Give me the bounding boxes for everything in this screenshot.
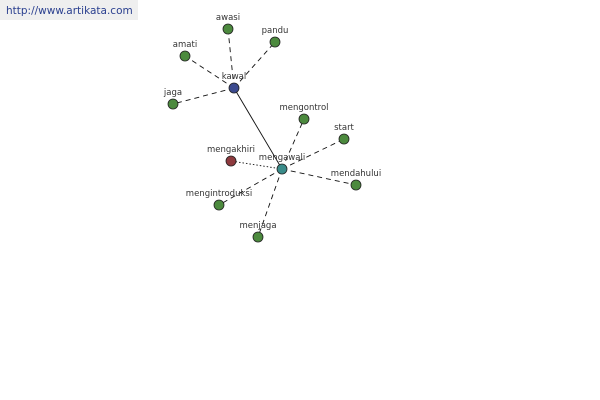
edge-kawal-amati xyxy=(184,55,235,89)
node-label-mengintroduksi: mengintroduksi xyxy=(186,189,252,199)
edge-mengawali-mengakhiri xyxy=(230,160,283,170)
node-mengintroduksi[interactable] xyxy=(213,199,225,211)
node-kawal[interactable] xyxy=(228,82,240,94)
node-label-menjaga: menjaga xyxy=(239,221,276,231)
node-label-start: start xyxy=(334,123,354,133)
edge-kawal-mengawali xyxy=(233,87,283,170)
edge-mengawali-start xyxy=(281,138,345,170)
node-pandu[interactable] xyxy=(269,36,281,48)
node-label-jaga: jaga xyxy=(163,88,182,98)
edge-kawal-pandu xyxy=(233,41,276,89)
node-label-kawal: kawal xyxy=(222,72,247,82)
node-mengawali[interactable] xyxy=(276,163,288,175)
edge-mengawali-menjaga xyxy=(257,168,283,238)
node-start[interactable] xyxy=(338,133,350,145)
edge-kawal-jaga xyxy=(172,87,235,105)
node-mengakhiri[interactable] xyxy=(225,155,237,167)
node-jaga[interactable] xyxy=(167,98,179,110)
node-label-pandu: pandu xyxy=(262,26,289,36)
edge-mengawali-mengintroduksi xyxy=(218,168,283,206)
node-label-mengawali: mengawali xyxy=(259,153,305,163)
node-awasi[interactable] xyxy=(222,23,234,35)
watermark-link[interactable]: http://www.artikata.com xyxy=(0,0,138,20)
edge-kawal-awasi xyxy=(227,28,235,89)
node-label-awasi: awasi xyxy=(216,13,240,23)
node-mengontrol[interactable] xyxy=(298,113,310,125)
node-label-mendahului: mendahului xyxy=(331,169,381,179)
node-label-mengontrol: mengontrol xyxy=(279,103,328,113)
node-menjaga[interactable] xyxy=(252,231,264,243)
node-mendahului[interactable] xyxy=(350,179,362,191)
node-label-mengakhiri: mengakhiri xyxy=(207,145,255,155)
edge-mengawali-mengontrol xyxy=(281,118,305,170)
node-amati[interactable] xyxy=(179,50,191,62)
edge-mengawali-mendahului xyxy=(281,168,357,186)
node-label-amati: amati xyxy=(173,40,197,50)
